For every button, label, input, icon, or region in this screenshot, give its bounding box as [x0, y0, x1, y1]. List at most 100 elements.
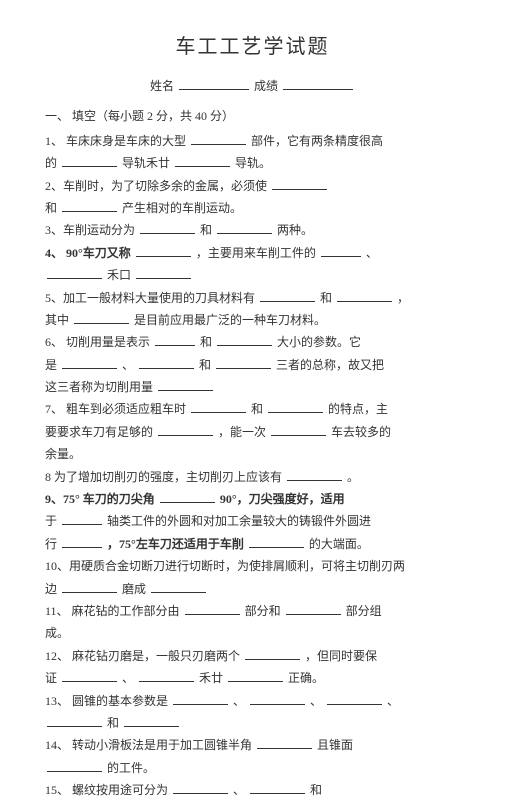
q12-cont: 证 、 禾廿 正确。: [45, 668, 460, 688]
q6-text2: 和: [200, 335, 212, 349]
q6-cont: 是 、 和 三者的总称，故又把: [45, 355, 460, 375]
q8-text: 8 为了增加切削刃的强度，主切削刃上应该有: [45, 470, 282, 484]
q12-blank4[interactable]: [228, 670, 283, 682]
q13-blank1[interactable]: [173, 693, 228, 705]
q12-text5: 禾廿: [199, 671, 223, 685]
q13-text: 13、 圆锥的基本参数是: [45, 694, 168, 708]
q1-text5: 导轨。: [235, 156, 271, 170]
q5-blank1[interactable]: [260, 290, 315, 302]
q7: 7、 粗车到必须适应粗车时 和 的特点，主: [45, 399, 460, 419]
q10-text2: 边: [45, 582, 57, 596]
q5-text2: 和: [320, 291, 332, 305]
q4-text4: 禾口: [107, 268, 131, 282]
q5-blank3[interactable]: [74, 312, 129, 324]
q6-text: 6、 切削用量是表示: [45, 335, 150, 349]
q7-text5: ，能一次: [218, 425, 266, 439]
q7-text3: 的特点，主: [328, 402, 388, 416]
q6-blank2[interactable]: [217, 334, 272, 346]
q7-blank4[interactable]: [271, 424, 326, 436]
q9-blank1[interactable]: [160, 491, 215, 503]
q13-blank2[interactable]: [250, 693, 305, 705]
q6-cont2: 这三者称为切削用量: [45, 377, 460, 397]
q9-blank2[interactable]: [62, 513, 102, 525]
q3-blank2[interactable]: [217, 222, 272, 234]
q14-text2: 且锥面: [317, 738, 353, 752]
q9-cont: 于 轴类工件的外圆和对加工余量较大的铸锻件外圆进: [45, 511, 460, 531]
q4: 4、 90°车刀又称 ，主要用来车削工件的 、: [45, 243, 460, 263]
q12-blank2[interactable]: [62, 670, 117, 682]
q6-blank3[interactable]: [62, 357, 117, 369]
q9-text6: ，75°左车刀还适用于车削: [107, 537, 244, 551]
q10-blank1[interactable]: [62, 581, 117, 593]
q4-blank1[interactable]: [136, 245, 191, 257]
q6-text8: 这三者称为切削用量: [45, 380, 153, 394]
q12-blank3[interactable]: [139, 670, 194, 682]
q6: 6、 切削用量是表示 和 大小的参数。它: [45, 332, 460, 352]
q2-blank1[interactable]: [272, 178, 327, 190]
q4-cont: 禾口: [45, 265, 460, 285]
q14-blank1[interactable]: [257, 737, 312, 749]
q4-blank4[interactable]: [136, 267, 191, 279]
q10-text3: 磨成: [122, 582, 146, 596]
score-blank[interactable]: [283, 78, 353, 90]
page-title: 车工工艺学试题: [45, 30, 460, 64]
section-header: 一、 填空（每小题 2 分，共 40 分）: [45, 106, 460, 126]
q11-text: 11、 麻花钻的工作部分由: [45, 604, 180, 618]
q1-blank2[interactable]: [62, 155, 117, 167]
q13-blank4[interactable]: [47, 715, 102, 727]
q6-text3: 大小的参数。它: [277, 335, 361, 349]
q11-text4: 成。: [45, 626, 69, 640]
name-blank[interactable]: [179, 78, 249, 90]
q2-blank2[interactable]: [62, 200, 117, 212]
q2: 2、车削时，为了切除多余的金属，必须使: [45, 176, 460, 196]
q1-blank3[interactable]: [175, 155, 230, 167]
q5-text3: ，: [397, 291, 409, 305]
q7-text2: 和: [251, 402, 263, 416]
q3-blank1[interactable]: [140, 222, 195, 234]
q3: 3、车削运动分为 和 两种。: [45, 220, 460, 240]
q6-blank5[interactable]: [216, 357, 271, 369]
q2-cont: 和 产生相对的车削运动。: [45, 198, 460, 218]
q6-blank1[interactable]: [155, 334, 195, 346]
q15-blank1[interactable]: [173, 782, 228, 794]
q14-text3: 的工件。: [107, 761, 155, 775]
q12-blank1[interactable]: [245, 648, 300, 660]
q6-blank4[interactable]: [139, 357, 194, 369]
q4-text3: 、: [366, 246, 378, 260]
q13: 13、 圆锥的基本参数是 、 、 、: [45, 691, 460, 711]
q12-text: 12、 麻花钻刃磨是，一般只刃磨两个: [45, 649, 240, 663]
q7-blank3[interactable]: [158, 424, 213, 436]
q7-blank1[interactable]: [191, 401, 246, 413]
q6-text6: 和: [199, 358, 211, 372]
q10-blank2[interactable]: [151, 581, 206, 593]
q9-blank4[interactable]: [249, 536, 304, 548]
q4-blank3[interactable]: [47, 267, 102, 279]
q7-text7: 余量。: [45, 447, 81, 461]
q13-blank3[interactable]: [327, 693, 382, 705]
q6-text4: 是: [45, 358, 57, 372]
q9: 9、75° 车刀的刀尖角 90°，刀尖强度好，适用: [45, 489, 460, 509]
q13-text4: 、: [387, 694, 399, 708]
q9-blank3[interactable]: [62, 536, 102, 548]
q1-text2: 部件，它有两条精度很高: [251, 134, 383, 148]
q3-text2: 和: [200, 223, 212, 237]
q1-blank1[interactable]: [191, 133, 246, 145]
q7-blank2[interactable]: [268, 401, 323, 413]
q5-blank2[interactable]: [337, 290, 392, 302]
q8: 8 为了增加切削刃的强度，主切削刃上应该有 。: [45, 467, 460, 487]
q3-text: 3、车削运动分为: [45, 223, 135, 237]
q9-text2: 90°，刀尖强度好，适用: [220, 492, 345, 506]
q6-blank6[interactable]: [158, 379, 213, 391]
q2-text2: 和: [45, 201, 57, 215]
q15-blank2[interactable]: [250, 782, 305, 794]
q11-blank1[interactable]: [185, 603, 240, 615]
q11-blank2[interactable]: [286, 603, 341, 615]
q14-blank2[interactable]: [47, 760, 102, 772]
q8-blank1[interactable]: [287, 469, 342, 481]
q6-text5: 、: [122, 358, 134, 372]
q1-cont: 的 导轨禾廿 导轨。: [45, 153, 460, 173]
q3-text3: 两种。: [277, 223, 313, 237]
q12-text2: ，但同时要保: [305, 649, 377, 663]
q4-blank2[interactable]: [321, 245, 361, 257]
q13-blank5[interactable]: [124, 715, 179, 727]
